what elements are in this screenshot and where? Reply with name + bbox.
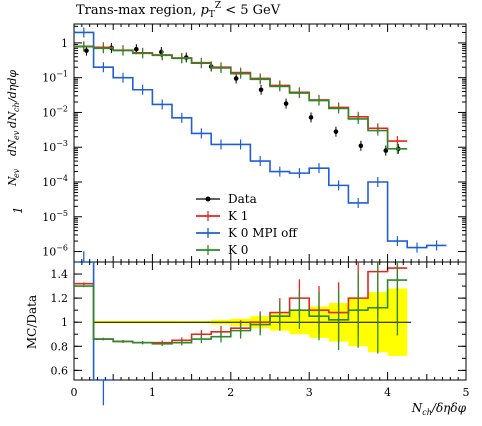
data-point [308, 115, 314, 120]
svg-text:1: 1 [11, 206, 25, 214]
x-tick-label: 4 [384, 386, 391, 399]
series-line-k-0 [74, 45, 408, 150]
data-point [283, 101, 289, 106]
ratio-plot-area: 0.6 0.8 1 1.2 1.4 [51, 251, 466, 406]
main-y-tick-label: 10−6 [42, 244, 68, 259]
ratio-y-tick-label: 0.6 [51, 364, 69, 377]
data-point [159, 49, 164, 55]
ratio-y-tick-label: 0.8 [51, 340, 69, 353]
ratio-y-tick-label: 1 [61, 316, 68, 329]
main-plot-area: 10−6 10−5 10−4 10−3 10−2 10−1 1 [42, 25, 466, 259]
data-point [358, 143, 364, 149]
x-tick-label: 2 [227, 386, 234, 399]
svg-text:dN: dN [6, 111, 19, 128]
legend-label: Data [228, 192, 257, 206]
data-point [258, 87, 264, 93]
legend-label: K 0 MPI off [228, 226, 298, 240]
data-point [333, 129, 339, 134]
x-axis-label: Nch/δηδφ [411, 401, 467, 417]
ratio-y-tick-label: 1.4 [51, 268, 69, 281]
main-ylabel: 1 N ev dN ev dN ch /dηdφ [6, 70, 25, 214]
legend-label: K 0 [228, 243, 248, 257]
data-point [84, 48, 89, 53]
data-point [134, 46, 139, 52]
svg-text:dN: dN [6, 139, 19, 156]
main-y-tick-label: 10−1 [42, 70, 68, 85]
svg-text:/dηdφ: /dηdφ [6, 70, 19, 103]
series-line-k-0-mpi-off [74, 31, 447, 249]
main-y-tick-label: 10−2 [42, 104, 68, 119]
legend-label: K 1 [228, 209, 248, 223]
ratio-y-tick-label: 1.2 [51, 292, 69, 305]
x-tick-label: 0 [71, 386, 78, 399]
main-y-tick-label: 10−3 [42, 139, 68, 154]
legend-marker-data [205, 196, 211, 202]
main-y-tick-label: 10−5 [42, 209, 68, 224]
main-y-tick-label: 1 [61, 37, 68, 50]
x-tick-label: 3 [306, 386, 313, 399]
series-line-k-1 [74, 45, 408, 142]
x-tick-label: 5 [463, 386, 470, 399]
legend: Data K 1 K 0 MPI off K 0 [196, 192, 298, 257]
svg-text:ev: ev [12, 168, 21, 178]
svg-text:N: N [6, 176, 19, 187]
chart-title: Trans-max region, pTZ < 5 GeV [76, 1, 281, 20]
ratio-ylabel: MC/Data [25, 295, 39, 349]
data-point [233, 76, 239, 81]
svg-text:ev: ev [12, 130, 21, 140]
svg-text:ch: ch [12, 102, 21, 112]
x-tick-label: 1 [149, 386, 156, 399]
main-y-tick-label: 10−4 [42, 174, 68, 189]
